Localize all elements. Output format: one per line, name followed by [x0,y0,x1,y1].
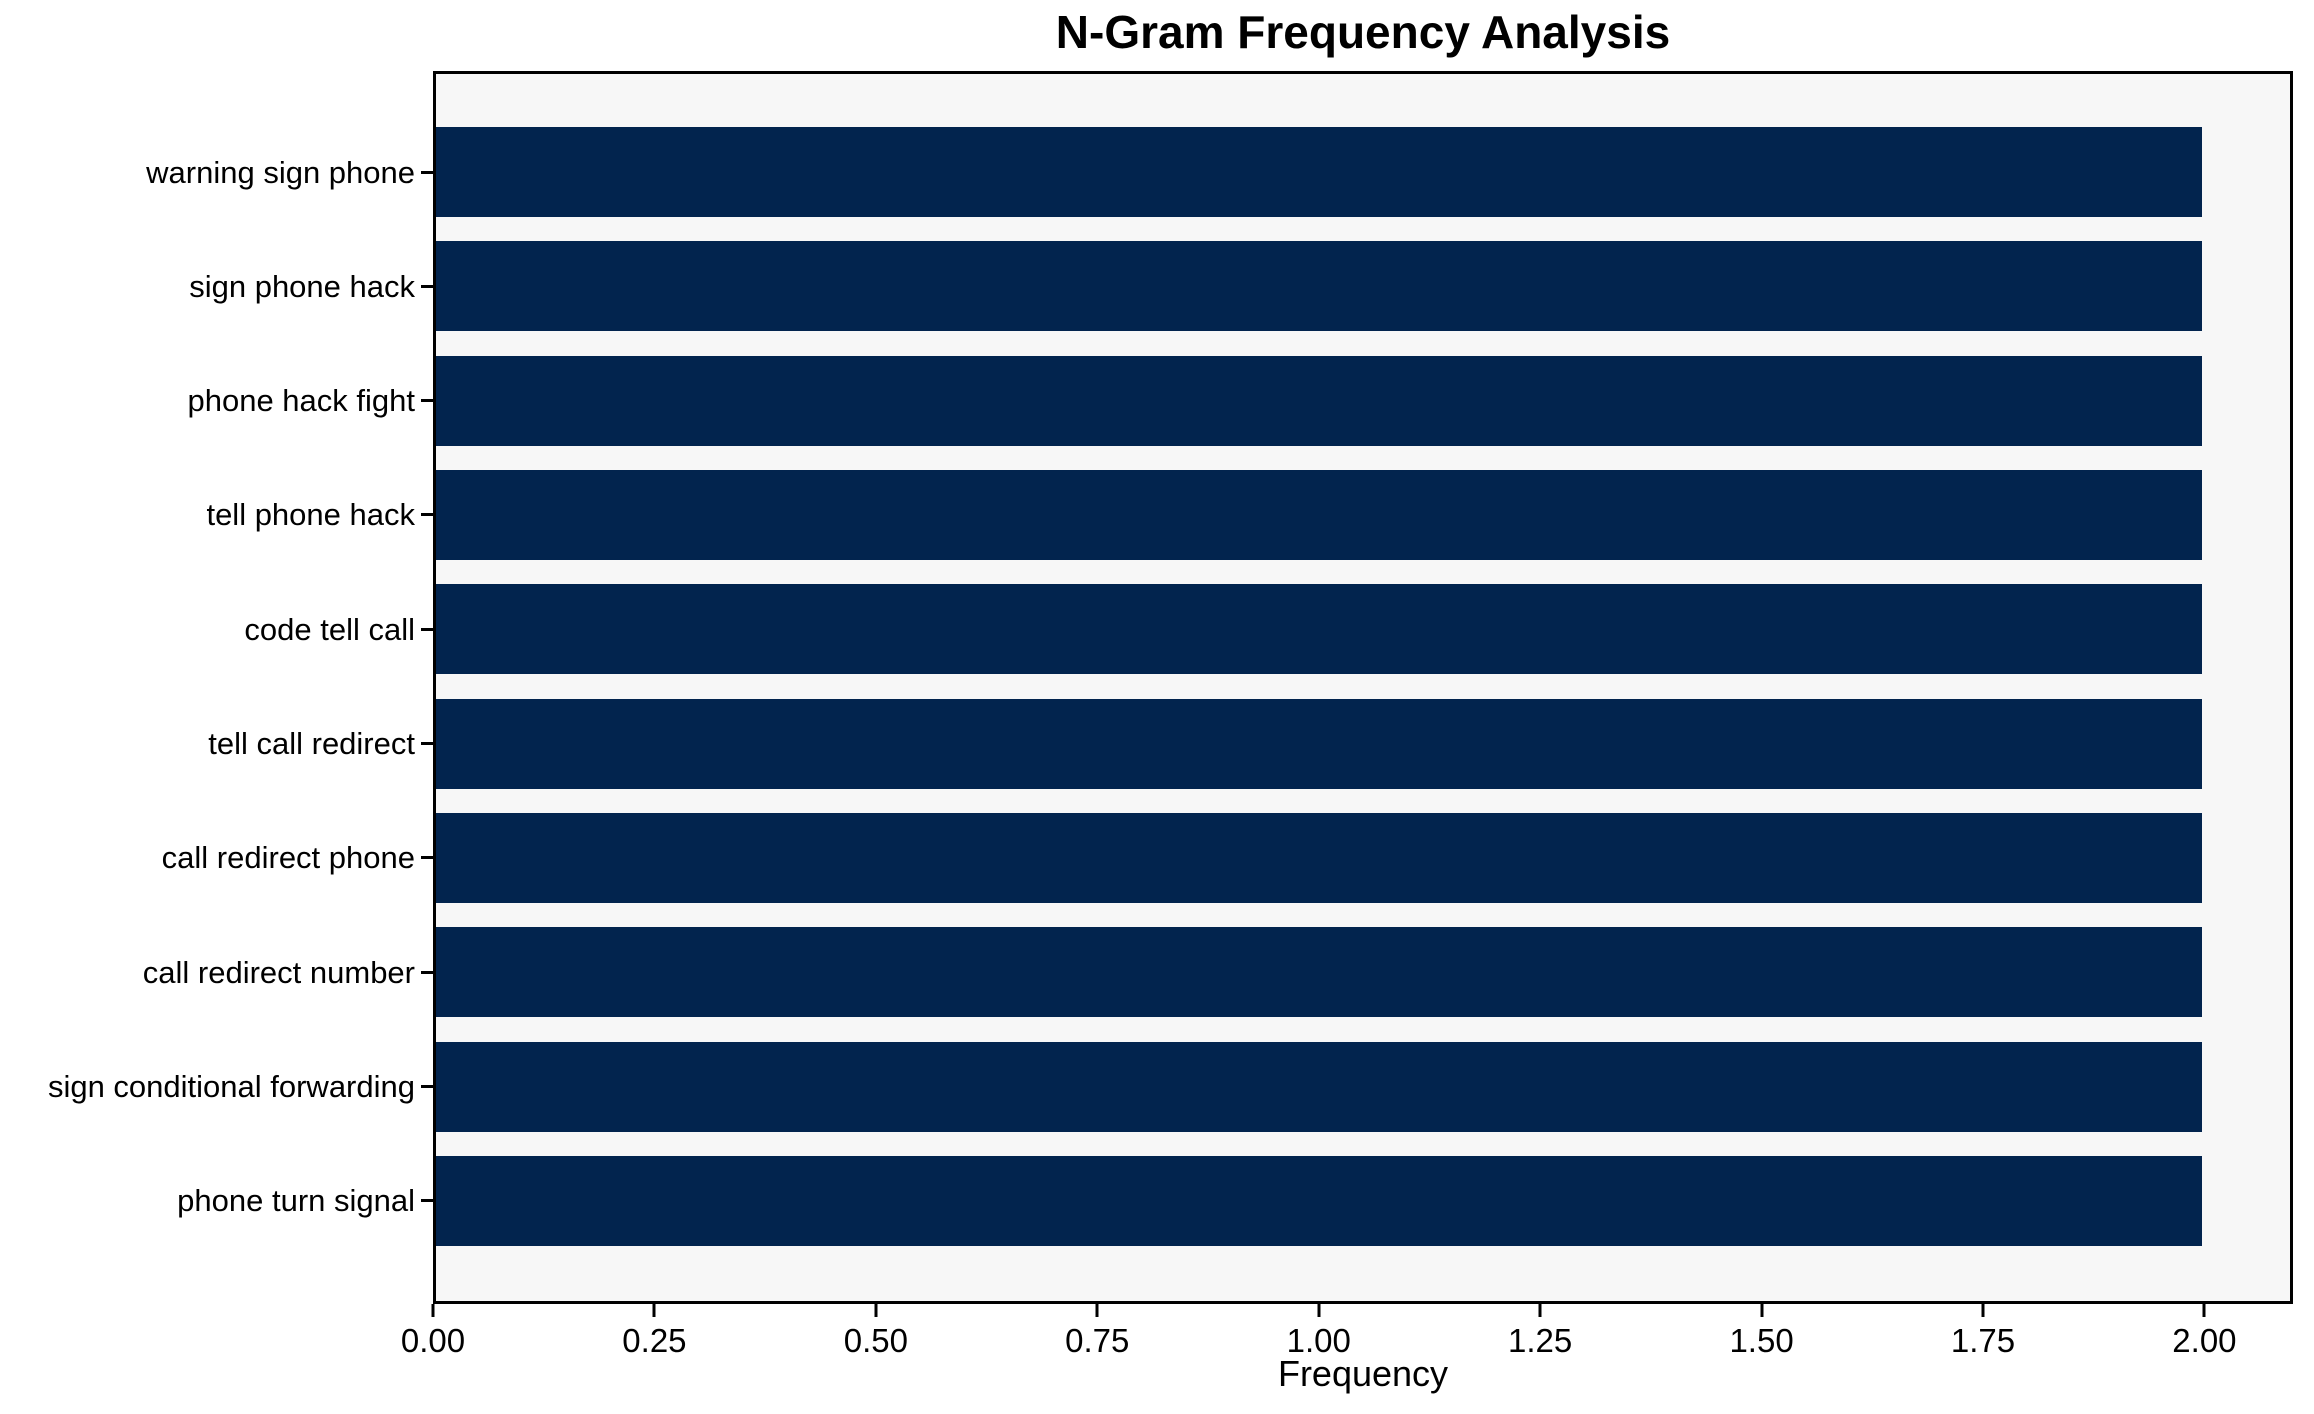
y-tick-row [421,813,433,903]
bar-row [436,584,2290,675]
y-axis-ticks [421,74,433,1301]
bar-row [436,698,2290,789]
x-tick-label: 1.25 [1508,1322,1573,1359]
y-tick [421,970,433,974]
bar-row [436,1041,2290,1132]
y-axis-label: call redirect phone [161,840,415,876]
y-axis-labels: warning sign phone sign phone hack phone h… [0,74,415,1301]
y-axis-label: tell call redirect [208,726,415,762]
y-tick-row [421,241,433,331]
y-tick [421,742,433,746]
bar [436,1155,2202,1246]
y-tick-row [421,1042,433,1132]
bar-row [436,469,2290,560]
bar [436,127,2202,217]
y-tick [421,1199,433,1203]
x-tick-label: 1.75 [1950,1322,2016,1359]
x-tick [431,1304,435,1317]
y-tick [421,170,433,174]
y-axis-label-row: phone turn signal [0,1156,415,1246]
x-tick [1095,1304,1099,1317]
y-tick-row [421,356,433,446]
y-tick-row [421,927,433,1017]
bar-row [436,127,2290,217]
bar-row [436,812,2290,903]
chart-title: N-Gram Frequency Analysis [1055,6,1671,58]
x-tick [652,1304,656,1317]
bar [436,584,2202,675]
bar [436,927,2202,1018]
y-tick-row [421,127,433,217]
x-tick [2202,1304,2206,1317]
x-tick [1981,1304,1985,1317]
y-tick [421,1085,433,1089]
x-tick-label: 2.00 [2172,1322,2237,1359]
y-tick [421,513,433,517]
x-axis-label: Frequency [1277,1353,1449,1394]
y-axis-label-row: phone hack fight [0,356,415,446]
bar-row [436,927,2290,1018]
x-tick [874,1304,878,1317]
bar [436,469,2202,560]
y-axis-label: sign conditional forwarding [47,1069,415,1105]
bar [436,355,2202,446]
y-axis-label: code tell call [244,611,415,647]
x-tick-label: 1.50 [1729,1322,1794,1359]
x-tick-label: 0.25 [622,1322,687,1359]
y-axis-label: tell phone hack [206,497,415,533]
y-axis-label: call redirect number [142,954,415,990]
y-axis-label: sign phone hack [189,268,415,304]
bar [436,812,2202,903]
y-tick [421,856,433,860]
x-tick-label: 0.75 [1065,1322,1130,1359]
x-tick-label: 1.00 [1286,1322,1351,1359]
x-tick-label: 0.00 [400,1322,466,1359]
bar [436,698,2202,789]
y-axis-label-row: tell phone hack [0,470,415,560]
x-axis-ticks: 0.00 0.25 0.50 0.75 1.00 1.25 1.50 1.75 2.00 [401,1304,2293,1374]
y-tick-row [421,470,433,560]
bar [436,241,2202,332]
bar-row [436,1155,2290,1246]
y-axis-label-row: tell call redirect [0,699,415,789]
y-tick-row [421,1156,433,1246]
y-tick [421,399,433,403]
y-axis-label-row: warning sign phone [0,127,415,217]
x-tick [1317,1304,1321,1317]
y-axis-label: phone hack fight [187,383,415,419]
bar-row [436,241,2290,332]
x-tick [1760,1304,1764,1317]
y-axis-label-row: call redirect number [0,927,415,1017]
y-axis-label-row: call redirect phone [0,813,415,903]
y-axis-label: warning sign phone [146,154,415,190]
y-axis-label: phone turn signal [177,1183,415,1219]
y-tick [421,627,433,631]
y-tick-row [421,584,433,674]
bar-row [436,355,2290,446]
bars-layer [436,74,2290,1301]
y-tick-row [421,699,433,789]
y-axis-label-row: sign phone hack [0,241,415,331]
y-tick [421,284,433,288]
y-axis-label-row: sign conditional forwarding [0,1042,415,1132]
plot-area [433,71,2293,1304]
y-axis-label-row: code tell call [0,584,415,674]
bar [436,1041,2202,1132]
x-tick-label: 0.50 [843,1322,908,1359]
x-tick [1538,1304,1542,1317]
